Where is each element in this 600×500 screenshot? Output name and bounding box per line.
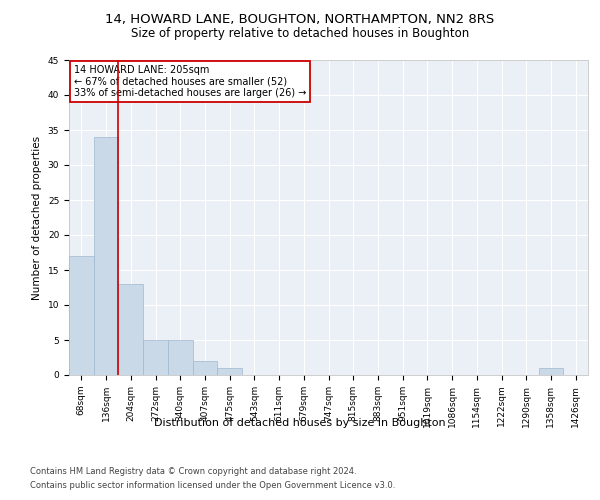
Bar <box>118 284 143 375</box>
Text: 14 HOWARD LANE: 205sqm
← 67% of detached houses are smaller (52)
33% of semi-det: 14 HOWARD LANE: 205sqm ← 67% of detached… <box>74 64 307 98</box>
Bar <box>539 368 563 375</box>
Bar <box>217 368 242 375</box>
Text: Contains HM Land Registry data © Crown copyright and database right 2024.: Contains HM Land Registry data © Crown c… <box>30 468 356 476</box>
Text: 14, HOWARD LANE, BOUGHTON, NORTHAMPTON, NN2 8RS: 14, HOWARD LANE, BOUGHTON, NORTHAMPTON, … <box>106 12 494 26</box>
Bar <box>168 340 193 375</box>
Bar <box>143 340 168 375</box>
Bar <box>193 361 217 375</box>
Bar <box>69 256 94 375</box>
Text: Contains public sector information licensed under the Open Government Licence v3: Contains public sector information licen… <box>30 481 395 490</box>
Text: Distribution of detached houses by size in Boughton: Distribution of detached houses by size … <box>154 418 446 428</box>
Y-axis label: Number of detached properties: Number of detached properties <box>32 136 42 300</box>
Bar <box>94 137 118 375</box>
Text: Size of property relative to detached houses in Boughton: Size of property relative to detached ho… <box>131 28 469 40</box>
